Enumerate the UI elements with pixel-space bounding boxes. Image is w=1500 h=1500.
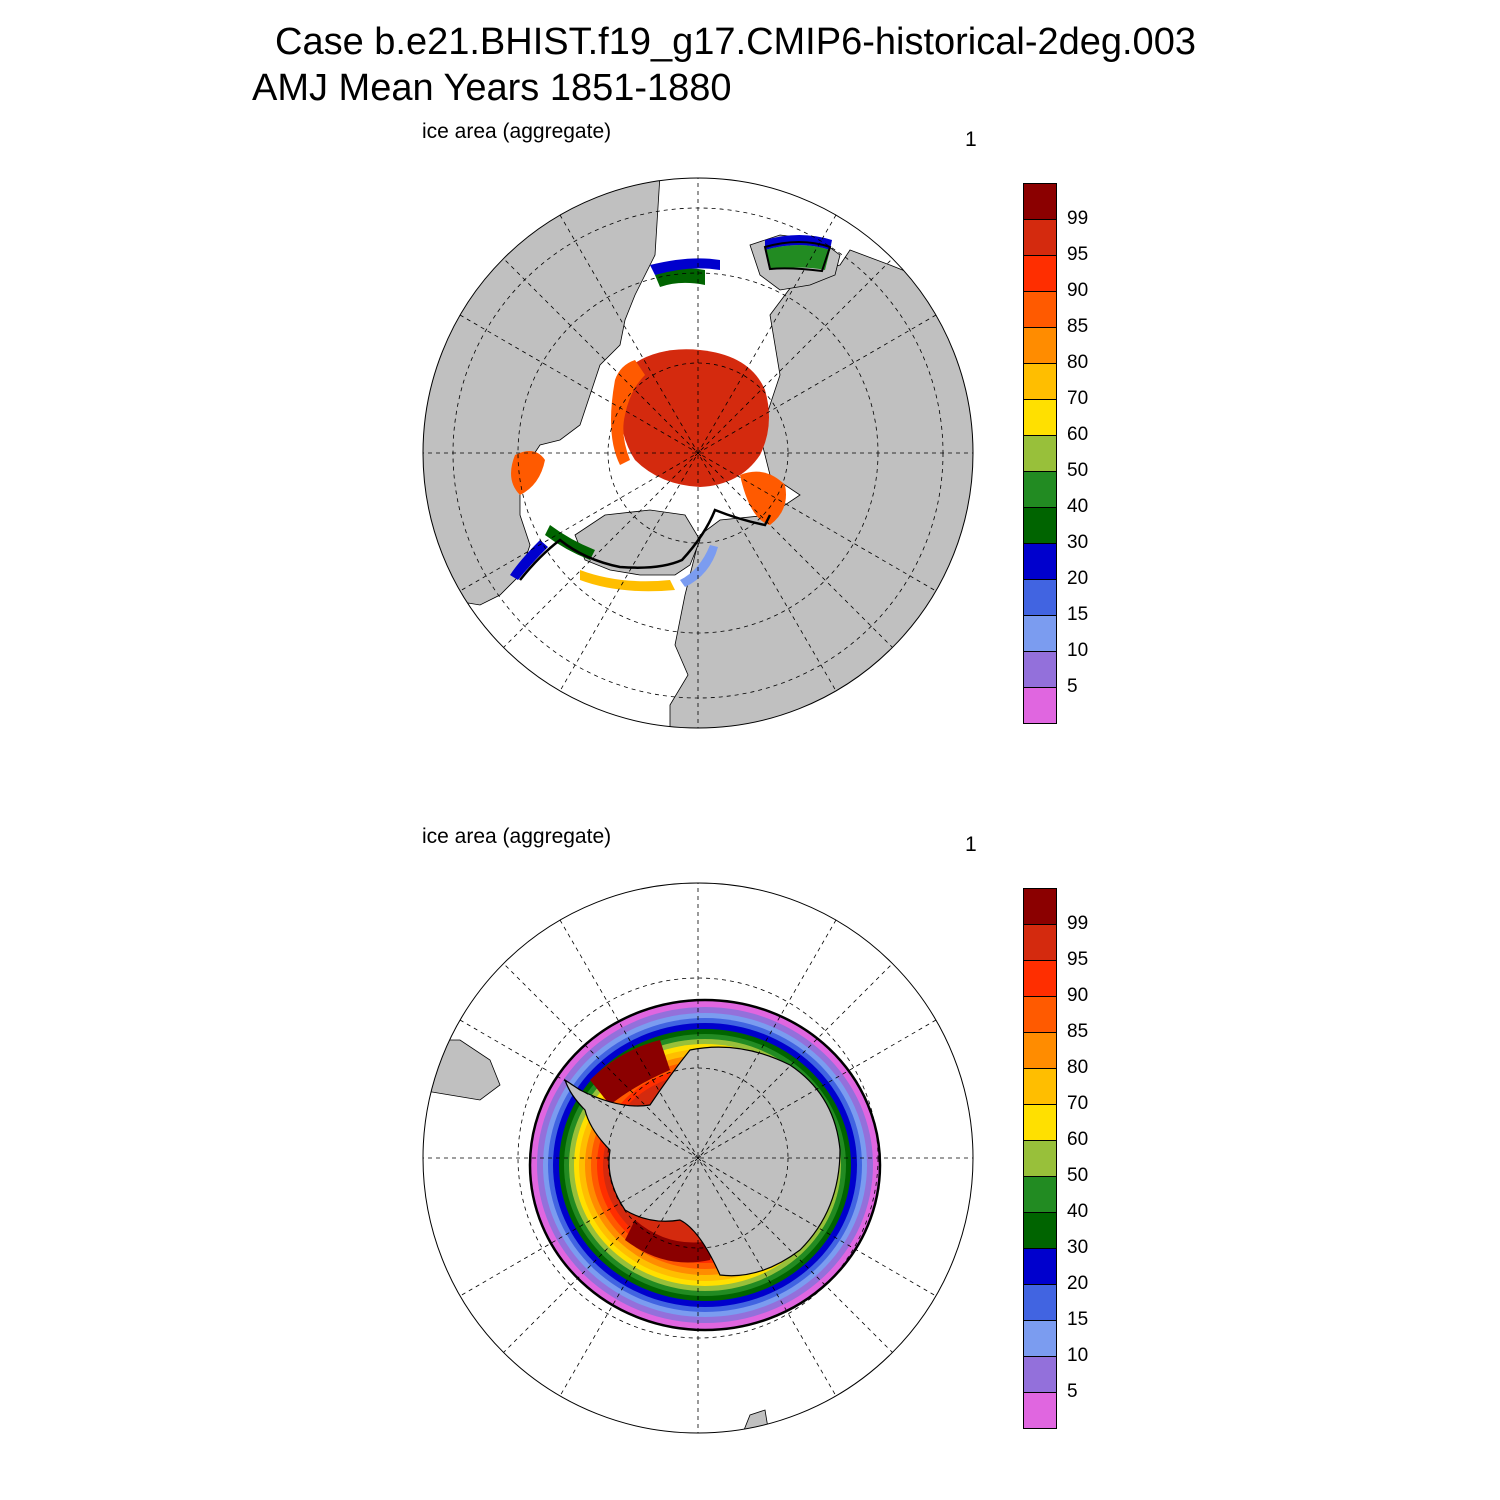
- sh-colorbar-label: 50: [1067, 1165, 1089, 1186]
- sh-colorbar-swatch: [1023, 1140, 1057, 1177]
- nh-sea-ice: [510, 235, 832, 592]
- nh-colorbar-swatch: [1023, 435, 1057, 472]
- nh-polar-map: [422, 177, 974, 729]
- nh-colorbar-swatch: [1023, 291, 1057, 328]
- sh-colorbar-swatch: [1023, 1284, 1057, 1321]
- sh-colorbar-label: 90: [1067, 985, 1089, 1006]
- sh-colorbar-label: 95: [1067, 949, 1089, 970]
- nh-colorbar-label: 10: [1067, 640, 1089, 661]
- sh-colorbar-label: 60: [1067, 1129, 1089, 1150]
- nh-colorbar-swatch: [1023, 327, 1057, 364]
- sh-colorbar-swatch: [1023, 1356, 1057, 1393]
- sh-map-border: [422, 882, 974, 1434]
- sh-colorbar-label: 80: [1067, 1057, 1089, 1078]
- sh-colorbar-swatch: [1023, 960, 1057, 997]
- nh-colorbar-label: 5: [1067, 676, 1078, 697]
- sh-panel-variable-label: ice area (aggregate): [422, 825, 612, 848]
- nh-colorbar-swatch: [1023, 399, 1057, 436]
- sh-colorbar-swatch: [1023, 1068, 1057, 1105]
- sh-colorbar-swatch: [1023, 1176, 1057, 1213]
- nh-panel-variable-label: ice area (aggregate): [422, 120, 612, 143]
- sh-colorbar-label: 30: [1067, 1237, 1089, 1258]
- nh-colorbar-swatch: [1023, 579, 1057, 616]
- nh-colorbar-swatch: [1023, 615, 1057, 652]
- sh-colorbar-label: 70: [1067, 1093, 1089, 1114]
- nh-colorbar-swatch: [1023, 255, 1057, 292]
- figure-title-line-2: AMJ Mean Years 1851-1880: [252, 67, 732, 109]
- sh-colorbar-swatch: [1023, 1392, 1057, 1429]
- nh-colorbar-label: 20: [1067, 568, 1089, 589]
- sh-colorbar-label: 15: [1067, 1309, 1089, 1330]
- sh-graticule: [423, 883, 973, 1433]
- sh-colorbar-label: 85: [1067, 1021, 1089, 1042]
- sh-colorbar-swatch: [1023, 1212, 1057, 1249]
- nh-colorbar-label: 70: [1067, 388, 1089, 409]
- nh-colorbar-label: 80: [1067, 352, 1089, 373]
- sh-colorbar-label: 20: [1067, 1273, 1089, 1294]
- sh-colorbar-swatch: [1023, 1104, 1057, 1141]
- sh-polar-map: [422, 882, 974, 1434]
- sh-colorbar: 99 95 90 85 80 70 60 50 40 30 20 15 10 5: [1023, 888, 1088, 1429]
- nh-colorbar-label: 50: [1067, 460, 1089, 481]
- nh-colorbar-label: 60: [1067, 424, 1089, 445]
- nh-colorbar-label: 30: [1067, 532, 1089, 553]
- nh-colorbar-swatch: [1023, 507, 1057, 544]
- sh-colorbar-label: 5: [1067, 1381, 1078, 1402]
- sh-colorbar-label: 40: [1067, 1201, 1089, 1222]
- nh-colorbar-swatch: [1023, 219, 1057, 256]
- nh-colorbar-swatch: [1023, 651, 1057, 688]
- sh-colorbar-swatch: [1023, 1032, 1057, 1069]
- nh-colorbar-label: 85: [1067, 316, 1089, 337]
- sh-panel-right-label: 1: [965, 833, 977, 856]
- nh-colorbar-swatch: [1023, 687, 1057, 724]
- sh-colorbar-swatch: [1023, 1248, 1057, 1285]
- nh-colorbar-swatch: [1023, 471, 1057, 508]
- nh-colorbar-swatch: [1023, 543, 1057, 580]
- figure-title-line-1: Case b.e21.BHIST.f19_g17.CMIP6-historica…: [275, 21, 1196, 63]
- nh-map-border: [422, 177, 974, 729]
- nh-panel-right-label: 1: [965, 128, 977, 151]
- nh-graticule: [423, 178, 973, 728]
- sh-colorbar-swatch: [1023, 996, 1057, 1033]
- sh-colorbar-label: 99: [1067, 913, 1089, 934]
- nh-colorbar-label: 40: [1067, 496, 1089, 517]
- nh-colorbar-label: 90: [1067, 280, 1089, 301]
- nh-colorbar: 99 95 90 85 80 70 60 50 40 30 20 15 10 5: [1023, 183, 1088, 724]
- nh-colorbar-swatch: [1023, 183, 1057, 220]
- sh-colorbar-swatch: [1023, 1320, 1057, 1357]
- sh-colorbar-label: 10: [1067, 1345, 1089, 1366]
- sh-colorbar-swatch: [1023, 924, 1057, 961]
- nh-colorbar-swatch: [1023, 363, 1057, 400]
- nh-colorbar-label: 99: [1067, 208, 1089, 229]
- sh-colorbar-swatch: [1023, 888, 1057, 925]
- nh-colorbar-label: 95: [1067, 244, 1089, 265]
- nh-colorbar-label: 15: [1067, 604, 1089, 625]
